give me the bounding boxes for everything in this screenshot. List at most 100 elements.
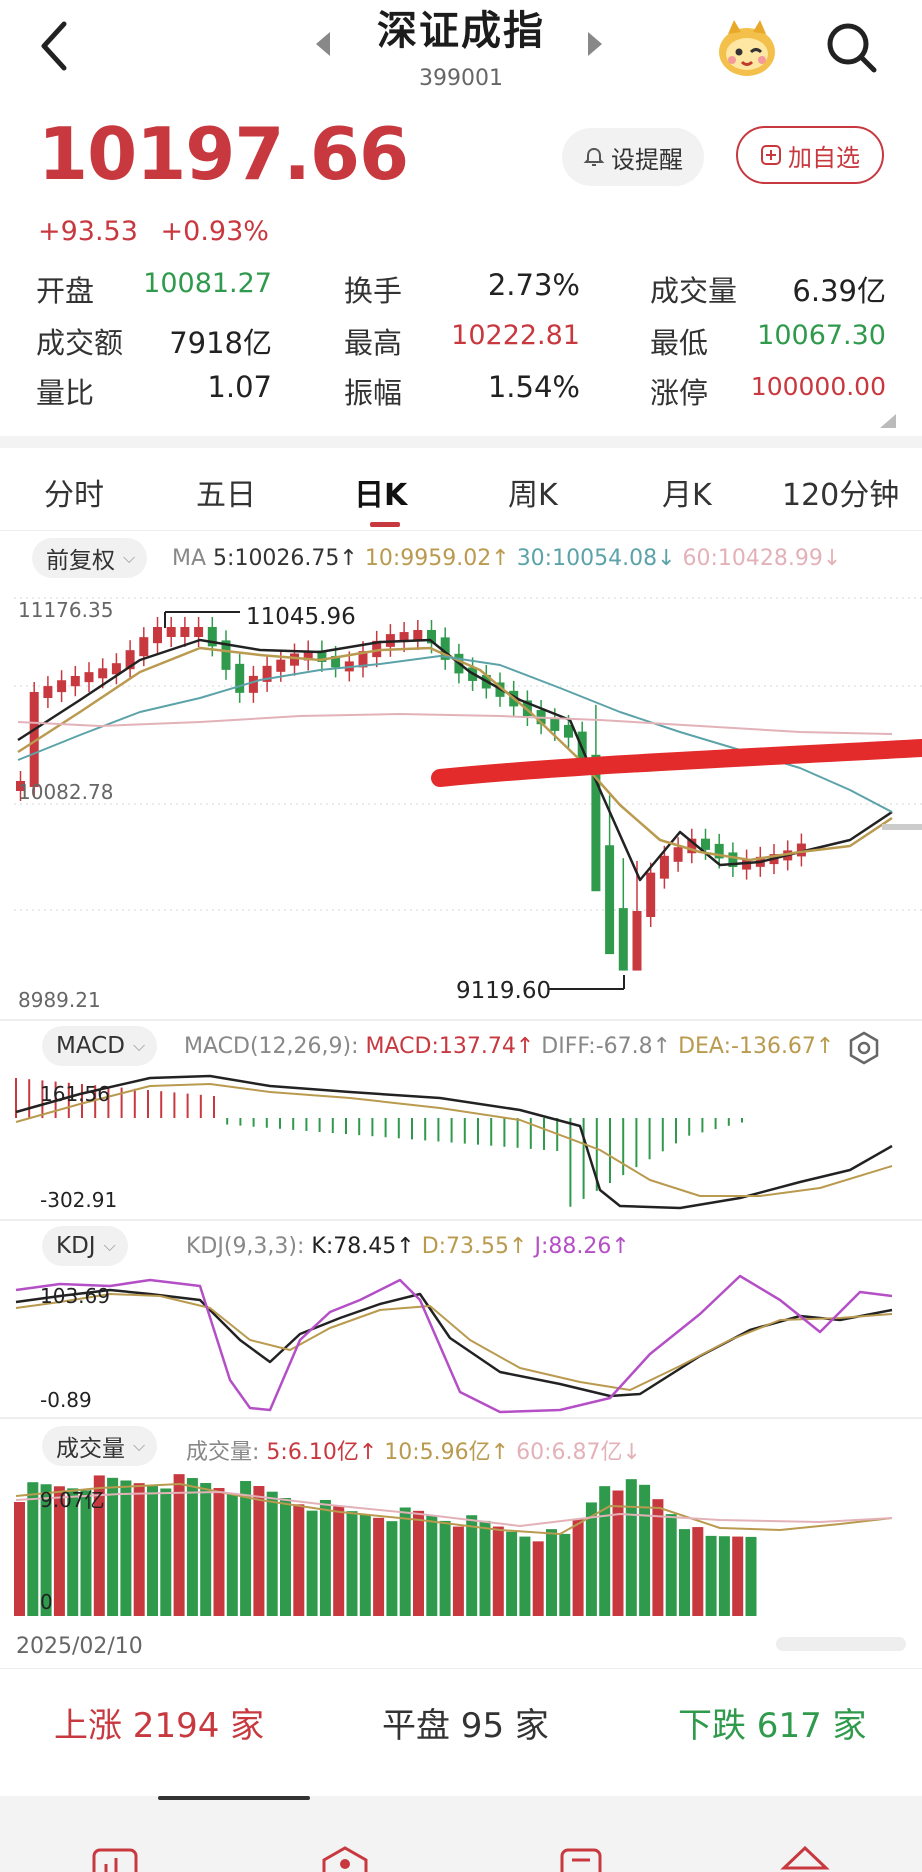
stat-value-turnover: 2.73% [487, 268, 580, 302]
stat-label-turnover: 换手 [344, 274, 403, 308]
back-arrow-icon[interactable] [30, 14, 80, 78]
volume-bar [399, 1507, 411, 1616]
adjust-dropdown[interactable]: 前复权 ⌵ [32, 538, 148, 578]
candle-body [235, 663, 245, 693]
volume-bar [413, 1510, 424, 1616]
stat-label-amount: 成交额 [36, 326, 124, 360]
chart-nav-icon[interactable] [90, 1846, 140, 1872]
candle-body [413, 630, 423, 641]
candle-body [70, 675, 80, 687]
vol5-line [15, 1483, 893, 1535]
volume-bar [652, 1499, 664, 1616]
volume-bar [359, 1514, 371, 1616]
kline-axis-top: 11176.35 [18, 598, 114, 622]
tab-120-minute[interactable]: 120分钟 [782, 478, 900, 513]
ma10-value: 10:9959.02↑ [364, 546, 510, 571]
more-nav-icon[interactable] [780, 1846, 830, 1872]
kdj-dropdown[interactable]: KDJ ⌵ [42, 1226, 128, 1266]
diff-value: DIFF:-67.8↑ [541, 1034, 672, 1059]
candle-body [659, 855, 669, 879]
ma60-line [17, 713, 893, 735]
j-value: J:88.26↑ [534, 1234, 630, 1259]
volume-bar [93, 1475, 105, 1616]
candle-body [372, 640, 382, 658]
chevron-down-icon: ⌵ [123, 548, 136, 567]
volume-dropdown[interactable]: 成交量 ⌵ [42, 1426, 158, 1466]
candle-body [646, 872, 656, 917]
volume-bar [546, 1529, 557, 1616]
volume-bar [80, 1490, 92, 1616]
next-index-arrow-icon[interactable] [584, 30, 606, 58]
set-alert-button[interactable]: 设提醒 [562, 128, 704, 186]
volume-bar [293, 1504, 305, 1616]
mascot-avatar-icon[interactable] [714, 14, 780, 80]
settings-gear-icon[interactable] [846, 1030, 882, 1066]
previous-index-arrow-icon[interactable] [312, 30, 334, 58]
kline-axis-bottom: 8989.21 [18, 988, 101, 1012]
search-icon[interactable] [822, 18, 880, 76]
macd-chip-label: MACD [56, 1033, 125, 1059]
stat-value-amplitude: 1.54% [487, 370, 580, 404]
price-change: +93.53 +0.93% [38, 216, 283, 247]
candle-body [331, 655, 341, 668]
chevron-down-icon: ⌵ [133, 1436, 146, 1455]
volume-bar [559, 1533, 571, 1616]
d-line [15, 1293, 893, 1391]
volume-bar [147, 1485, 158, 1616]
adjust-label: 前复权 [46, 548, 115, 574]
stat-label-volume-ratio: 量比 [36, 376, 95, 410]
candle-body [673, 847, 683, 862]
candle-body [276, 659, 286, 672]
macd-dropdown[interactable]: MACD ⌵ [42, 1026, 158, 1066]
candle-body [632, 911, 642, 971]
candle-body [290, 653, 299, 666]
vol60-line [15, 1491, 893, 1527]
expand-corner-icon[interactable] [880, 414, 896, 428]
summary-divider [0, 1668, 922, 1669]
d-value: D:73.55↑ [421, 1234, 528, 1259]
current-price: 10197.66 [38, 112, 409, 196]
volume-bar [612, 1490, 624, 1616]
tab-daily-k[interactable]: 日K [354, 478, 408, 513]
volume-bar [240, 1481, 252, 1616]
bottom-nav [0, 1796, 922, 1872]
tab-monthly-k[interactable]: 月K [662, 478, 712, 513]
change-amount: +93.53 [38, 216, 138, 247]
news-nav-icon[interactable] [556, 1846, 606, 1872]
stat-value-high: 10222.81 [451, 320, 580, 351]
volume-bar [466, 1515, 478, 1616]
stat-label-volume: 成交量 [650, 274, 738, 308]
volume-bar [705, 1535, 717, 1616]
section-divider [0, 436, 922, 448]
ma60-value: 60:10428.99↓ [682, 546, 842, 571]
candle-body [180, 627, 190, 637]
volume-bar [226, 1493, 238, 1616]
add-watchlist-button[interactable]: 加自选 [736, 126, 884, 184]
vol10-value: 10:5.96亿↑ [384, 1440, 510, 1465]
volume-bar [506, 1531, 518, 1616]
candle-body [84, 672, 94, 683]
tab-intraday[interactable]: 分时 [44, 478, 104, 513]
volume-bar [585, 1502, 597, 1616]
trade-nav-icon[interactable] [320, 1846, 370, 1872]
volume-bar [40, 1484, 52, 1616]
volume-bar [692, 1527, 704, 1616]
candle-body [440, 637, 450, 660]
tab-five-day[interactable]: 五日 [196, 478, 256, 513]
volume-chart [14, 1474, 893, 1616]
volume-bar [479, 1520, 491, 1616]
volume-bar [665, 1514, 677, 1616]
candle-body [358, 651, 368, 668]
index-code: 399001 [419, 66, 503, 91]
volume-bar [572, 1518, 584, 1616]
volume-bar [333, 1506, 345, 1616]
add-watchlist-label: 加自选 [788, 143, 860, 172]
tab-weekly-k[interactable]: 周K [508, 478, 558, 513]
volume-bar [67, 1488, 79, 1616]
stat-label-open: 开盘 [36, 274, 95, 308]
annotation-red-stroke [431, 739, 922, 787]
stat-value-volume: 6.39亿 [792, 274, 886, 308]
volume-bar [346, 1511, 358, 1616]
volume-bar [53, 1486, 65, 1616]
